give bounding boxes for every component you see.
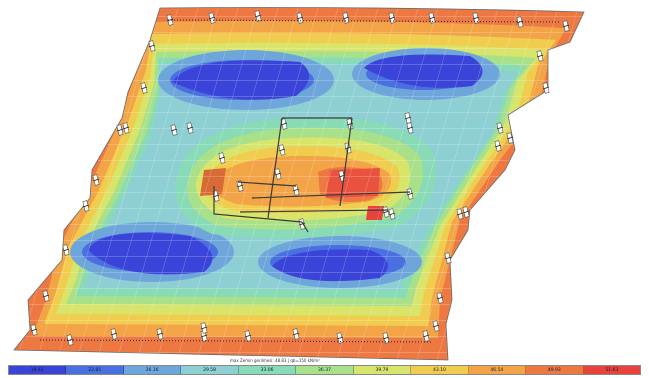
support-tick (116, 128, 124, 132)
support-tick (456, 212, 464, 216)
legend-value: 49.93 (547, 367, 561, 373)
support-tick (280, 122, 288, 126)
support-tick (432, 324, 440, 328)
support-tick (122, 126, 130, 130)
legend-cell: 19.41 (9, 366, 67, 374)
legend-cell: 33.06 (238, 366, 297, 374)
legend-cell: 29.58 (181, 366, 239, 374)
support-tick (346, 122, 354, 126)
legend-cell: 39.79 (353, 366, 412, 374)
support-tick (66, 338, 74, 342)
legend-value: 43.10 (432, 367, 446, 373)
support-tick (298, 222, 306, 226)
support-tick (404, 116, 412, 120)
support-tick (292, 332, 300, 336)
legend-value: 46.54 (490, 367, 504, 373)
support-tick (494, 144, 502, 148)
support-tick (382, 210, 390, 214)
support-tick (140, 86, 148, 90)
support-tick (42, 294, 50, 298)
support-tick (274, 172, 282, 176)
legend-value: 19.41 (30, 367, 44, 373)
support-tick (336, 336, 344, 340)
support-tick (536, 54, 544, 58)
support-tick (388, 16, 396, 20)
support-tick (244, 334, 252, 338)
support-tick (462, 210, 470, 214)
support-tick (542, 86, 550, 90)
support-tick (62, 248, 70, 252)
support-tick (444, 256, 452, 260)
support-tick (170, 128, 178, 132)
support-tick (200, 334, 208, 338)
legend-value: 39.79 (375, 367, 389, 373)
legend-cell: 46.54 (468, 366, 527, 374)
legend-value: 26.16 (145, 367, 159, 373)
support-tick (186, 126, 194, 130)
support-tick (342, 16, 350, 20)
support-tick (110, 332, 118, 336)
support-tick (388, 212, 396, 216)
slab-outline (13, 7, 585, 361)
support-marks (30, 10, 570, 346)
support-tick (562, 24, 570, 28)
analysis-info-text: max Zemin gerilmesi: 48.83 | qb=150 kN/m… (230, 358, 320, 363)
legend-cell: 43.10 (411, 366, 469, 374)
analysis-viewport[interactable] (0, 0, 649, 366)
support-tick (436, 296, 444, 300)
support-tick (30, 328, 38, 332)
support-tick (236, 184, 244, 188)
support-tick (506, 136, 514, 140)
legend-value: 36.37 (318, 367, 331, 373)
support-tick (278, 148, 286, 152)
support-tick (472, 16, 480, 20)
legend-cell: 26.16 (123, 366, 182, 374)
support-tick (382, 336, 390, 340)
legend-cell: 22.85 (66, 366, 124, 374)
legend-cell: 49.93 (526, 366, 584, 374)
support-tick (92, 178, 100, 182)
slab-region (14, 7, 584, 360)
legend-value: 33.06 (260, 367, 274, 373)
color-scale-legend: 19.41 22.85 26.16 29.58 33.06 36.37 39.79 43.10… (8, 365, 641, 375)
legend-value: 22.85 (88, 367, 102, 373)
support-tick (496, 126, 504, 130)
support-tick (218, 156, 226, 160)
support-tick (296, 16, 304, 20)
support-tick (406, 192, 414, 196)
support-tick (292, 188, 300, 192)
support-tick (422, 334, 430, 338)
support-tick (166, 18, 174, 22)
slab-contour-plot (13, 7, 585, 361)
support-tick (208, 16, 216, 20)
support-tick (428, 16, 436, 20)
support-tick (200, 326, 208, 330)
support-tick (156, 332, 164, 336)
support-tick (82, 204, 90, 208)
support-tick (406, 126, 414, 130)
support-tick (148, 44, 156, 48)
support-tick (254, 14, 262, 18)
legend-cell: 36.37 (296, 366, 354, 374)
legend-cell: 51.63 (583, 366, 640, 374)
legend-value: 29.58 (203, 367, 217, 373)
legend-value: 51.63 (605, 367, 619, 373)
beam-lines (39, 19, 561, 343)
